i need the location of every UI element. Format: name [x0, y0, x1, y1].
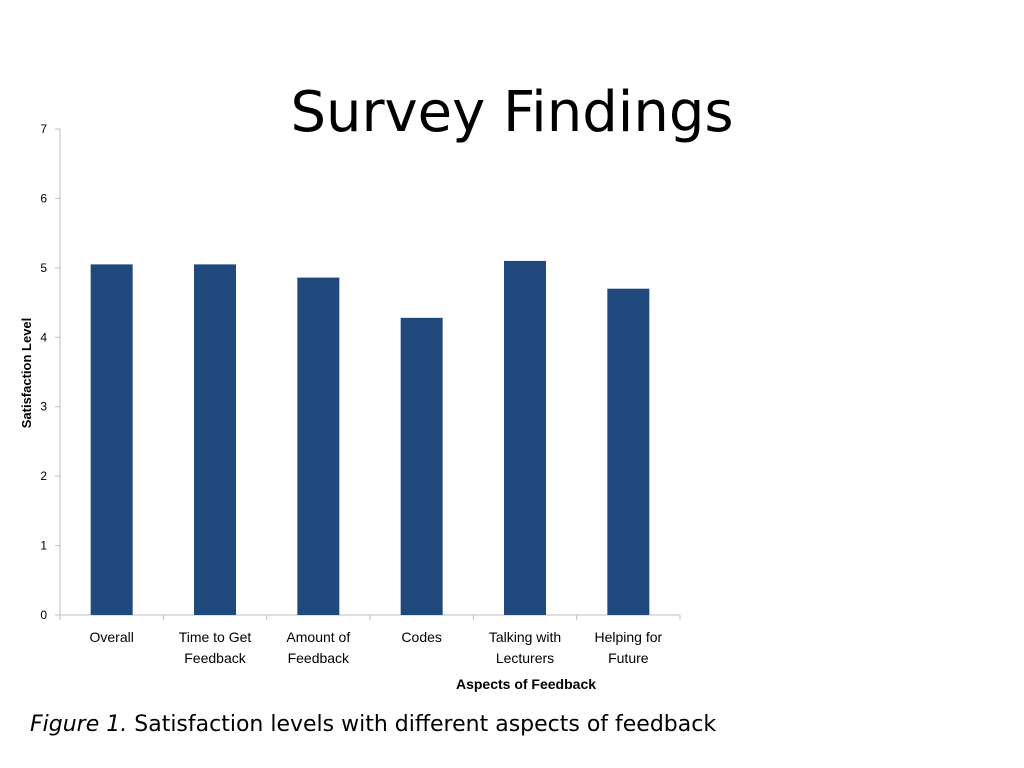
- x-tick-label: Amount of: [286, 629, 350, 645]
- x-axis-title: Aspects of Feedback: [456, 676, 596, 692]
- x-tick-label: Overall: [89, 629, 133, 645]
- y-tick-label: 1: [40, 539, 47, 553]
- bar: [297, 277, 340, 615]
- bar: [90, 264, 133, 615]
- x-tick-label: Helping for: [594, 629, 662, 645]
- x-tick-label: Future: [608, 650, 649, 666]
- x-tick-label: Lecturers: [496, 650, 554, 666]
- slide-title: Survey Findings: [290, 80, 734, 145]
- x-tick-label: Time to Get: [179, 629, 252, 645]
- y-tick-label: 0: [40, 608, 47, 622]
- bar: [607, 288, 650, 615]
- figure-caption: Figure 1. Satisfaction levels with diffe…: [30, 712, 716, 737]
- y-tick-label: 6: [40, 191, 47, 205]
- bar: [504, 260, 546, 615]
- bar: [400, 317, 443, 615]
- figure-caption-text: Satisfaction levels with different aspec…: [127, 712, 717, 737]
- figure-caption-label: Figure 1.: [30, 712, 128, 737]
- x-tick-label: Feedback: [184, 650, 246, 666]
- x-tick-label: Codes: [401, 629, 441, 645]
- y-tick-label: 7: [40, 122, 47, 136]
- y-axis-title: Satisfaction Level: [19, 318, 34, 429]
- y-tick-label: 2: [40, 469, 47, 483]
- x-tick-label: Talking with: [489, 629, 561, 645]
- bar: [194, 264, 236, 615]
- y-tick-label: 5: [40, 261, 47, 275]
- y-tick-label: 3: [40, 400, 47, 414]
- y-tick-label: 4: [40, 330, 47, 344]
- x-tick-label: Feedback: [288, 650, 350, 666]
